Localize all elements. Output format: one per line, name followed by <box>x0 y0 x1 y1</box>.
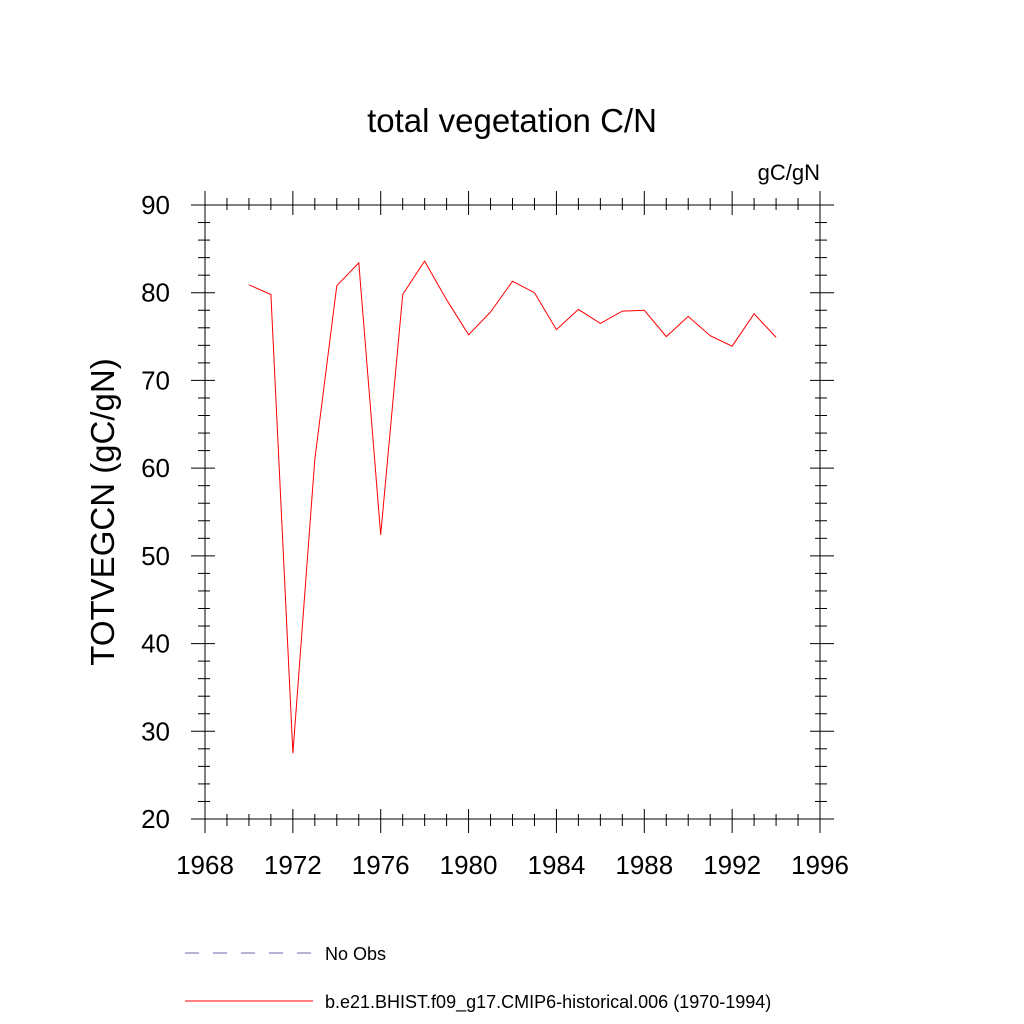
x-tick-label: 1984 <box>528 850 586 880</box>
y-tick-label: 50 <box>141 541 170 571</box>
legend-label-model: b.e21.BHIST.f09_g17.CMIP6-historical.006… <box>325 992 771 1013</box>
series-line <box>248 260 777 754</box>
x-tick-label: 1988 <box>615 850 673 880</box>
y-tick-label: 60 <box>141 453 170 483</box>
y-tick-label: 70 <box>141 365 170 395</box>
chart-title: total vegetation C/N <box>367 102 657 139</box>
legend: No Obs b.e21.BHIST.f09_g17.CMIP6-histori… <box>185 944 771 1013</box>
y-tick-label: 40 <box>141 629 170 659</box>
x-tick-label: 1992 <box>703 850 761 880</box>
x-tick-label: 1976 <box>352 850 410 880</box>
y-tick-label: 30 <box>141 716 170 746</box>
x-tick-label: 1996 <box>791 850 849 880</box>
legend-label-no-obs: No Obs <box>325 944 386 964</box>
series-layer <box>248 260 777 754</box>
y-axis-label: TOTVEGCN (gC/gN) <box>84 358 121 665</box>
y-tick-label: 20 <box>141 804 170 834</box>
x-tick-label: 1968 <box>176 850 234 880</box>
y-tick-label: 80 <box>141 278 170 308</box>
axes: 1968 1972 1976 1980 1984 1988 1992 1996 20 30 40 50… <box>141 190 849 880</box>
x-tick-label: 1972 <box>264 850 322 880</box>
plot-frame <box>204 204 821 820</box>
x-tick-label: 1980 <box>440 850 498 880</box>
y-tick-label: 90 <box>141 190 170 220</box>
units-label: gC/gN <box>758 160 820 185</box>
